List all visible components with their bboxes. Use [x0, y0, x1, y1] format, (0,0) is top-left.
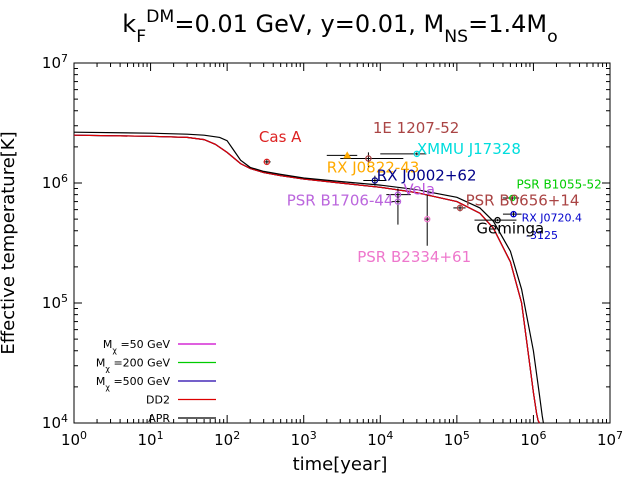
x-tick-label: 107: [597, 429, 623, 450]
obs-label: RX J0002+62: [377, 166, 477, 184]
obs-marker: [394, 198, 402, 205]
obs-label: Cas A: [259, 128, 302, 146]
x-tick-labels: 100 101 102 103 104 105 106 107: [61, 429, 623, 450]
legend-label-0: Mχ =50 GeV: [103, 338, 171, 355]
obs-marker: [413, 150, 421, 158]
y-tick-labels: 104 105 106 107: [42, 52, 68, 433]
x-tick-label: 102: [214, 429, 240, 450]
x-tick-label: 105: [444, 429, 470, 450]
obs-label: XMMU J17328: [417, 140, 521, 158]
series-line-3: [73, 134, 541, 424]
series-layer: [73, 131, 544, 424]
obs-label: 1E 1207-52: [373, 119, 459, 137]
obs-label: Geminga: [476, 219, 544, 237]
series-line-4: [73, 131, 544, 424]
obs-marker: [494, 216, 501, 224]
y-tick-label: 106: [42, 172, 68, 193]
x-tick-label: 100: [61, 429, 87, 450]
obs-label: Vela: [403, 181, 435, 199]
obs-marker: [510, 210, 517, 218]
observation-11: Geminga: [474, 216, 544, 237]
observation-12: PSR B2334+61: [357, 194, 471, 266]
legend-label-1: Mχ =200 GeV: [96, 357, 171, 374]
legend-label-2: Mχ =500 GeV: [96, 375, 171, 392]
observation-5: Vela: [386, 181, 435, 202]
obs-label: PSR B2334+61: [357, 248, 471, 266]
observation-6: PSR B1706-44: [287, 191, 402, 225]
obs-label: -3125: [526, 229, 558, 242]
observation-0: Cas A: [259, 128, 302, 166]
obs-label: PSR B0656+14: [466, 191, 580, 209]
obs-label: PSR B1706-44: [287, 191, 394, 209]
x-tick-label: 106: [520, 429, 546, 450]
x-tick-label: 103: [291, 429, 317, 450]
observation-8: PSR B0656+14: [453, 191, 580, 212]
y-tick-label: 105: [42, 292, 68, 313]
x-tick-label: 101: [138, 429, 164, 450]
y-tick-label: 107: [42, 52, 68, 73]
y-tick-label: 104: [42, 412, 68, 433]
x-tick-label: 104: [367, 429, 393, 450]
obs-marker: [343, 151, 352, 159]
obs-marker: [371, 177, 379, 184]
plot-frame: [73, 62, 611, 424]
obs-marker: [263, 158, 271, 166]
observation-9: RX J0720.4: [502, 210, 582, 224]
x-axis-label: time[year]: [293, 454, 388, 475]
obs-marker: [509, 194, 516, 202]
observation-4: RX J0002+62: [363, 166, 477, 186]
legend-label-3: DD2: [146, 394, 170, 407]
obs-label: RX J0720.4: [522, 211, 582, 224]
observation-1: 1E 1207-52: [340, 119, 459, 168]
obs-marker: [365, 155, 372, 162]
observation-3: XMMU J17328: [380, 140, 521, 158]
obs-marker: [423, 215, 431, 223]
observation-2: RX J0822-43: [326, 151, 420, 177]
obs-label: PSR B1055-52: [516, 177, 601, 191]
obs-marker: [456, 204, 464, 212]
axis-ticks: [73, 62, 611, 424]
observation-7: PSR B1055-52: [502, 177, 602, 202]
observation-10: -3125: [526, 229, 558, 242]
chart-title: kFDM=0.01 GeV, y=0.01, MNS=1.4Mo: [122, 7, 557, 47]
y-axis-label: Effective temperature[K]: [0, 131, 19, 354]
obs-label: RX J0822-43: [327, 159, 420, 177]
legend-label-4: APR: [148, 412, 170, 425]
